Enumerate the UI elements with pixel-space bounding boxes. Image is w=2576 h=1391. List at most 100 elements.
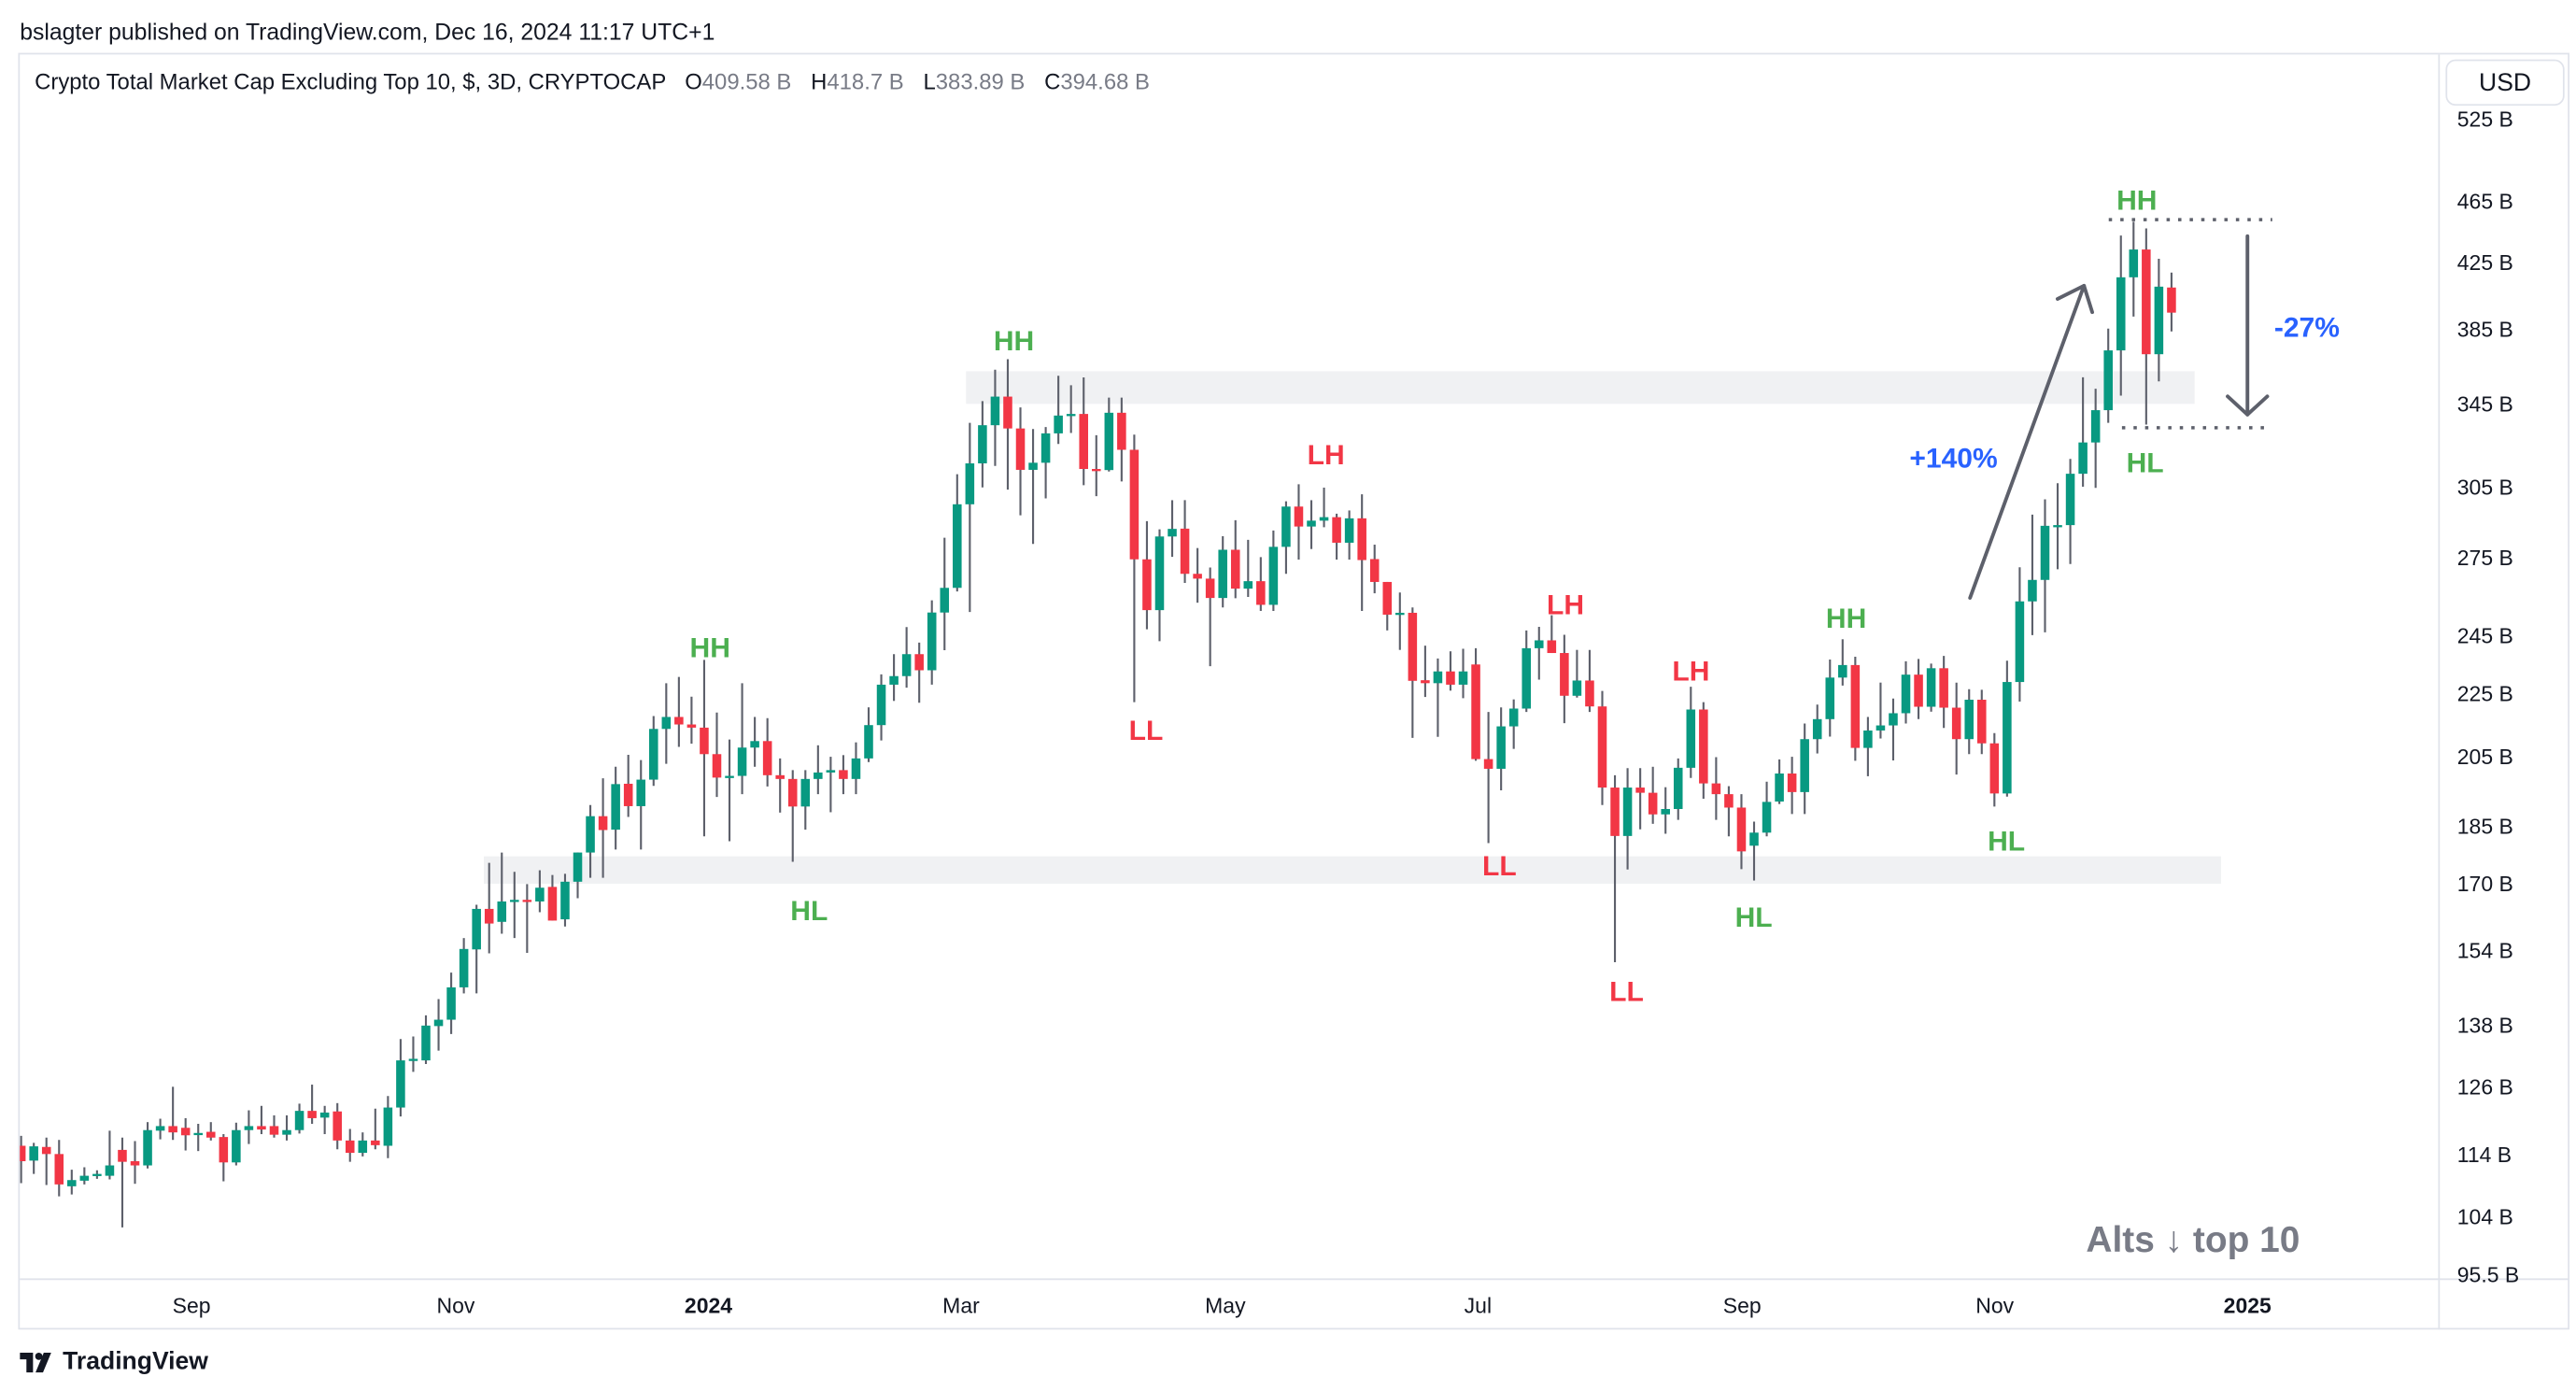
- candle: [1180, 500, 1190, 584]
- candle: [1446, 651, 1455, 691]
- candle-body-up: [2053, 525, 2062, 528]
- candle: [1914, 659, 1923, 719]
- candle-body-up: [1901, 674, 1911, 714]
- candle: [560, 873, 570, 927]
- candle-body-up: [2078, 442, 2088, 475]
- candle-body-up: [1800, 739, 1809, 792]
- candle: [2090, 389, 2101, 489]
- low-value: 383.89 B: [935, 69, 1026, 94]
- candle-body-down: [1079, 414, 1089, 470]
- price-tick-label: 385 B: [2457, 318, 2513, 342]
- candle: [29, 1143, 38, 1174]
- tradingview-logo[interactable]: TradingView: [20, 1348, 208, 1376]
- candle-body-down: [118, 1149, 127, 1162]
- candle: [497, 852, 507, 934]
- candle-body-up: [1661, 809, 1670, 815]
- price-tick-label: 205 B: [2457, 745, 2513, 769]
- candle: [1268, 530, 1279, 611]
- candle: [1736, 794, 1747, 870]
- candle-body-down: [206, 1131, 216, 1138]
- price-tick-label: 154 B: [2457, 939, 2513, 963]
- annotations: HH HH HL LL LH LH LL LH LL HH HL HL HH H…: [690, 186, 2340, 1261]
- candle-body-up: [737, 747, 747, 776]
- candle-body-up: [1964, 700, 1974, 740]
- candle: [839, 755, 848, 795]
- label-ll: LL: [1482, 851, 1517, 882]
- candle: [510, 872, 519, 939]
- candle: [2116, 235, 2126, 396]
- candle: [636, 759, 646, 850]
- low-key: L: [923, 69, 936, 94]
- candle-body-up: [1572, 680, 1582, 696]
- candle-body-down: [1977, 700, 1987, 744]
- time-label: Jul: [1464, 1293, 1493, 1318]
- candle: [130, 1141, 140, 1185]
- price-tick-label: 170 B: [2457, 872, 2513, 896]
- candle: [1205, 567, 1215, 667]
- candle-body-down: [1369, 559, 1380, 582]
- candle-body-down: [1003, 396, 1012, 429]
- drop-label: -27%: [2274, 313, 2340, 344]
- candle: [1522, 630, 1532, 713]
- candle: [1535, 627, 1544, 680]
- candle: [2078, 376, 2088, 488]
- candle-body-down: [1142, 559, 1152, 611]
- candle: [1572, 649, 1582, 698]
- candle: [446, 972, 456, 1034]
- candle: [826, 757, 836, 813]
- candle-body-up: [29, 1146, 38, 1161]
- candle-body-up: [611, 784, 620, 830]
- publish-info: bslagter published on TradingView.com, D…: [20, 18, 715, 45]
- candle: [598, 778, 608, 878]
- price-tick-label: 138 B: [2457, 1013, 2513, 1037]
- candle: [105, 1130, 115, 1180]
- candle: [814, 745, 823, 795]
- candle-body-up: [826, 770, 836, 773]
- candle: [1547, 615, 1557, 654]
- candle-body-down: [762, 741, 772, 775]
- candle: [1699, 702, 1708, 799]
- candle-body-down: [775, 774, 785, 779]
- candle: [1142, 520, 1152, 630]
- candle-body-down: [1382, 581, 1393, 615]
- candle: [535, 870, 545, 913]
- currency-button[interactable]: USD: [2445, 59, 2565, 106]
- high-key: H: [811, 69, 828, 94]
- candle-body-up: [814, 772, 823, 779]
- candle-body-down: [1951, 707, 1961, 740]
- candle: [2065, 459, 2075, 564]
- candle: [41, 1137, 51, 1185]
- candle-body-up: [1863, 730, 1873, 748]
- candle-body-up: [193, 1132, 204, 1136]
- candle-body-up: [649, 729, 658, 780]
- candle: [1889, 698, 1898, 760]
- candle: [725, 739, 734, 842]
- candle-body-down: [1635, 788, 1645, 793]
- candle: [294, 1103, 304, 1134]
- support-zone: [484, 856, 2221, 884]
- candle: [1357, 494, 1366, 611]
- candle-body-up: [889, 675, 899, 685]
- candle-body-up: [864, 725, 873, 759]
- candle-body-up: [990, 396, 1000, 426]
- candle-body-down: [307, 1111, 317, 1118]
- candle: [269, 1114, 279, 1138]
- price-tick-label: 104 B: [2457, 1205, 2513, 1229]
- price-axis[interactable]: 525 B 465 B 425 B 385 B 345 B 305 B 275 B 245 B…: [2457, 107, 2519, 1287]
- candle-body-up: [1433, 671, 1443, 684]
- candle-body-down: [598, 816, 608, 830]
- candle: [1597, 690, 1607, 805]
- candle-body-up: [2015, 601, 2025, 683]
- symbol-legend[interactable]: Crypto Total Market Cap Excluding Top 10…: [35, 69, 1163, 94]
- candle: [1800, 723, 1809, 815]
- candle-body-down: [686, 724, 697, 728]
- candle-body-down: [1648, 792, 1658, 815]
- candle: [750, 717, 759, 767]
- candle-body-down: [547, 887, 558, 921]
- candle: [1977, 689, 1987, 755]
- candle: [1775, 759, 1784, 804]
- candle-body-up: [155, 1126, 165, 1131]
- open-key: O: [685, 69, 702, 94]
- candle: [1408, 607, 1418, 738]
